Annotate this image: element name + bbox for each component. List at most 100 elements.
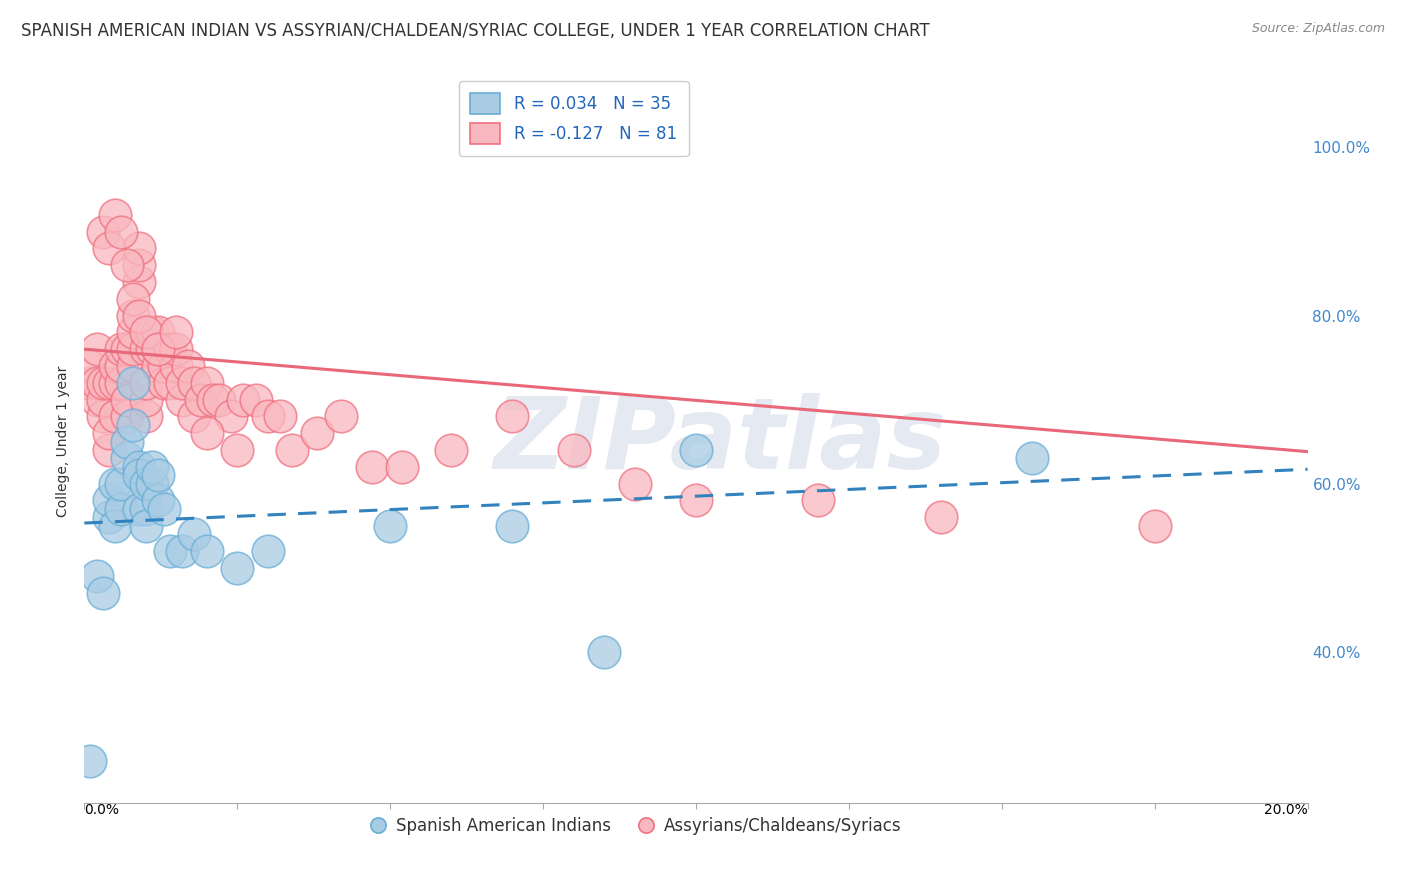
Point xyxy=(97,241,120,255)
Point xyxy=(257,409,280,424)
Point xyxy=(502,518,524,533)
Point xyxy=(172,543,194,558)
Point xyxy=(190,392,212,407)
Point xyxy=(86,392,108,407)
Point xyxy=(79,754,101,768)
Point xyxy=(153,376,176,390)
Point xyxy=(122,292,145,306)
Point xyxy=(281,442,304,457)
Point xyxy=(79,376,101,390)
Point xyxy=(502,409,524,424)
Point xyxy=(183,376,205,390)
Point xyxy=(440,442,463,457)
Point xyxy=(122,417,145,432)
Point xyxy=(104,359,127,373)
Point xyxy=(122,359,145,373)
Point xyxy=(153,501,176,516)
Point xyxy=(624,476,647,491)
Point xyxy=(122,342,145,356)
Point xyxy=(183,409,205,424)
Y-axis label: College, Under 1 year: College, Under 1 year xyxy=(56,366,70,517)
Point xyxy=(165,342,187,356)
Point xyxy=(177,359,200,373)
Point xyxy=(159,543,181,558)
Point xyxy=(97,510,120,524)
Point xyxy=(128,468,150,483)
Point xyxy=(135,326,157,340)
Point xyxy=(929,510,952,524)
Point xyxy=(128,309,150,323)
Text: ZIPatlas: ZIPatlas xyxy=(494,393,948,490)
Point xyxy=(330,409,353,424)
Point xyxy=(115,451,138,466)
Point xyxy=(146,342,169,356)
Point xyxy=(91,376,114,390)
Point xyxy=(257,543,280,558)
Point xyxy=(128,258,150,272)
Point xyxy=(86,376,108,390)
Point xyxy=(110,476,132,491)
Point xyxy=(153,359,176,373)
Point xyxy=(115,392,138,407)
Point xyxy=(91,409,114,424)
Point xyxy=(141,476,163,491)
Point xyxy=(135,476,157,491)
Point xyxy=(141,459,163,474)
Point xyxy=(159,342,181,356)
Text: 0.0%: 0.0% xyxy=(84,803,120,817)
Point xyxy=(104,476,127,491)
Point xyxy=(110,376,132,390)
Point xyxy=(110,359,132,373)
Point xyxy=(115,434,138,449)
Point xyxy=(115,409,138,424)
Point xyxy=(135,342,157,356)
Point xyxy=(110,225,132,239)
Point xyxy=(195,543,218,558)
Point xyxy=(128,241,150,255)
Point xyxy=(110,501,132,516)
Point xyxy=(122,376,145,390)
Point xyxy=(115,258,138,272)
Point xyxy=(135,409,157,424)
Point xyxy=(128,501,150,516)
Point xyxy=(593,644,616,658)
Point xyxy=(685,442,707,457)
Point xyxy=(391,459,413,474)
Point xyxy=(172,376,194,390)
Point xyxy=(360,459,382,474)
Point xyxy=(141,342,163,356)
Point xyxy=(91,392,114,407)
Point xyxy=(208,392,231,407)
Legend: Spanish American Indians, Assyrians/Chaldeans/Syriacs: Spanish American Indians, Assyrians/Chal… xyxy=(361,810,908,841)
Point xyxy=(86,569,108,583)
Point xyxy=(110,342,132,356)
Point xyxy=(91,225,114,239)
Point xyxy=(104,208,127,222)
Point xyxy=(807,493,830,508)
Text: Source: ZipAtlas.com: Source: ZipAtlas.com xyxy=(1251,22,1385,36)
Point xyxy=(226,442,249,457)
Point xyxy=(79,359,101,373)
Text: 20.0%: 20.0% xyxy=(1264,803,1308,817)
Text: SPANISH AMERICAN INDIAN VS ASSYRIAN/CHALDEAN/SYRIAC COLLEGE, UNDER 1 YEAR CORREL: SPANISH AMERICAN INDIAN VS ASSYRIAN/CHAL… xyxy=(21,22,929,40)
Point xyxy=(1021,451,1043,466)
Point xyxy=(97,493,120,508)
Point xyxy=(232,392,254,407)
Point xyxy=(141,326,163,340)
Point xyxy=(269,409,291,424)
Point xyxy=(172,392,194,407)
Point xyxy=(135,376,157,390)
Point xyxy=(183,527,205,541)
Point xyxy=(146,342,169,356)
Point xyxy=(115,342,138,356)
Point xyxy=(146,326,169,340)
Point xyxy=(165,359,187,373)
Point xyxy=(135,501,157,516)
Point xyxy=(97,376,120,390)
Point xyxy=(128,459,150,474)
Point xyxy=(165,326,187,340)
Point xyxy=(380,518,402,533)
Point xyxy=(195,376,218,390)
Point xyxy=(195,426,218,441)
Point xyxy=(128,275,150,289)
